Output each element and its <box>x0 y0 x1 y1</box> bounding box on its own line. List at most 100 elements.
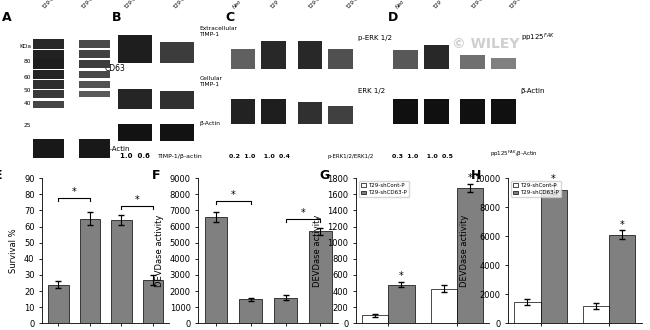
Bar <box>79 91 110 97</box>
Bar <box>118 123 152 141</box>
Text: G: G <box>319 170 329 182</box>
Bar <box>309 231 332 323</box>
Bar <box>457 188 484 323</box>
Bar <box>79 81 110 88</box>
Bar <box>491 58 515 69</box>
Text: T29-shCont-P: T29-shCont-P <box>308 0 335 10</box>
Text: *: * <box>72 186 77 197</box>
Text: D: D <box>388 12 398 24</box>
Text: H: H <box>471 170 482 182</box>
Bar <box>261 41 286 69</box>
Bar <box>118 35 152 63</box>
Text: Neo: Neo <box>232 0 243 10</box>
Bar <box>424 45 448 69</box>
Bar <box>79 139 110 157</box>
Bar <box>161 123 194 141</box>
Text: pp125$^{FAK}$/β-Actin: pp125$^{FAK}$/β-Actin <box>490 148 538 159</box>
Bar <box>161 42 194 63</box>
Text: 60: 60 <box>23 75 31 80</box>
Y-axis label: Survival %: Survival % <box>10 228 18 273</box>
Text: KDa: KDa <box>19 44 31 49</box>
Text: T29-shCD63-P: T29-shCD63-P <box>81 0 110 10</box>
Bar <box>393 50 418 69</box>
Bar <box>514 302 541 323</box>
Bar <box>431 289 457 323</box>
Text: 80: 80 <box>23 58 31 63</box>
Bar <box>33 101 64 108</box>
Text: T29-shCont-P: T29-shCont-P <box>42 0 70 10</box>
Text: T29: T29 <box>433 0 443 10</box>
Text: ERK 1/2: ERK 1/2 <box>358 87 385 93</box>
Bar <box>161 90 194 109</box>
Bar <box>261 99 286 124</box>
Bar <box>79 50 110 58</box>
Bar <box>393 99 418 124</box>
Text: β-Actin: β-Actin <box>199 121 220 126</box>
Text: β-Actin: β-Actin <box>521 87 545 93</box>
Bar <box>118 89 152 109</box>
Bar <box>609 235 636 323</box>
Bar <box>48 285 68 323</box>
Text: 25: 25 <box>23 123 31 128</box>
Text: 40: 40 <box>23 101 31 106</box>
Text: Extracellular
TIMP-1: Extracellular TIMP-1 <box>199 26 237 37</box>
Text: p-ERK 1/2: p-ERK 1/2 <box>358 35 392 41</box>
Text: T29-shCD63-P: T29-shCD63-P <box>346 0 375 10</box>
Bar <box>33 50 64 59</box>
Bar <box>362 315 389 323</box>
Bar <box>33 90 64 98</box>
Text: Neo: Neo <box>395 0 406 10</box>
Bar <box>33 59 64 69</box>
Bar <box>460 55 485 69</box>
Text: β-Actin: β-Actin <box>105 147 129 152</box>
Text: © WILEY: © WILEY <box>452 37 519 51</box>
Bar <box>33 39 64 49</box>
Text: p-ERK1/2/ERK1/2: p-ERK1/2/ERK1/2 <box>328 154 374 159</box>
Bar <box>79 60 110 68</box>
Bar <box>328 106 353 124</box>
Text: 50: 50 <box>23 87 31 92</box>
Text: *: * <box>468 173 473 183</box>
Bar <box>33 139 64 157</box>
Text: *: * <box>300 208 306 217</box>
Text: C: C <box>226 12 235 24</box>
Bar <box>205 217 228 323</box>
Bar <box>239 299 262 323</box>
Bar <box>79 218 100 323</box>
Bar <box>79 40 110 48</box>
Y-axis label: DEVDase activity: DEVDase activity <box>460 214 469 287</box>
Bar <box>33 80 64 89</box>
Text: *: * <box>135 195 140 205</box>
Text: TIMP-1/β-actin: TIMP-1/β-actin <box>158 154 203 159</box>
Text: Cellular
TIMP-1: Cellular TIMP-1 <box>199 76 222 87</box>
Text: T29-shCont-P: T29-shCont-P <box>471 0 498 10</box>
Bar <box>298 41 322 69</box>
Y-axis label: DEVDase activity: DEVDase activity <box>155 214 164 287</box>
Text: A: A <box>2 12 12 24</box>
Y-axis label: DEVDase activity: DEVDase activity <box>313 214 322 287</box>
Bar <box>231 49 255 69</box>
Text: *: * <box>399 272 404 281</box>
Text: *: * <box>551 174 556 184</box>
Text: CD63: CD63 <box>105 64 126 73</box>
Bar <box>111 220 132 323</box>
Text: pp125$^{FAK}$: pp125$^{FAK}$ <box>521 32 554 44</box>
Legend: T29-shCont-P, T29-shCD63-P: T29-shCont-P, T29-shCD63-P <box>511 181 561 197</box>
Bar <box>33 70 64 79</box>
Bar <box>143 280 163 323</box>
Bar <box>424 99 448 124</box>
Text: T29: T29 <box>270 0 281 10</box>
Text: E: E <box>0 170 3 182</box>
Bar <box>491 99 515 124</box>
Bar <box>274 298 297 323</box>
Bar <box>231 99 255 124</box>
Text: *: * <box>231 190 236 200</box>
Bar <box>583 306 609 323</box>
Bar <box>541 190 567 323</box>
Bar <box>389 285 415 323</box>
Text: 0.3  1.0    1.0  0.5: 0.3 1.0 1.0 0.5 <box>391 154 452 159</box>
Text: T29-shCont-P: T29-shCont-P <box>124 0 152 10</box>
Bar <box>298 102 322 124</box>
Text: 1.0  0.6: 1.0 0.6 <box>120 153 150 159</box>
Text: B: B <box>112 12 121 24</box>
